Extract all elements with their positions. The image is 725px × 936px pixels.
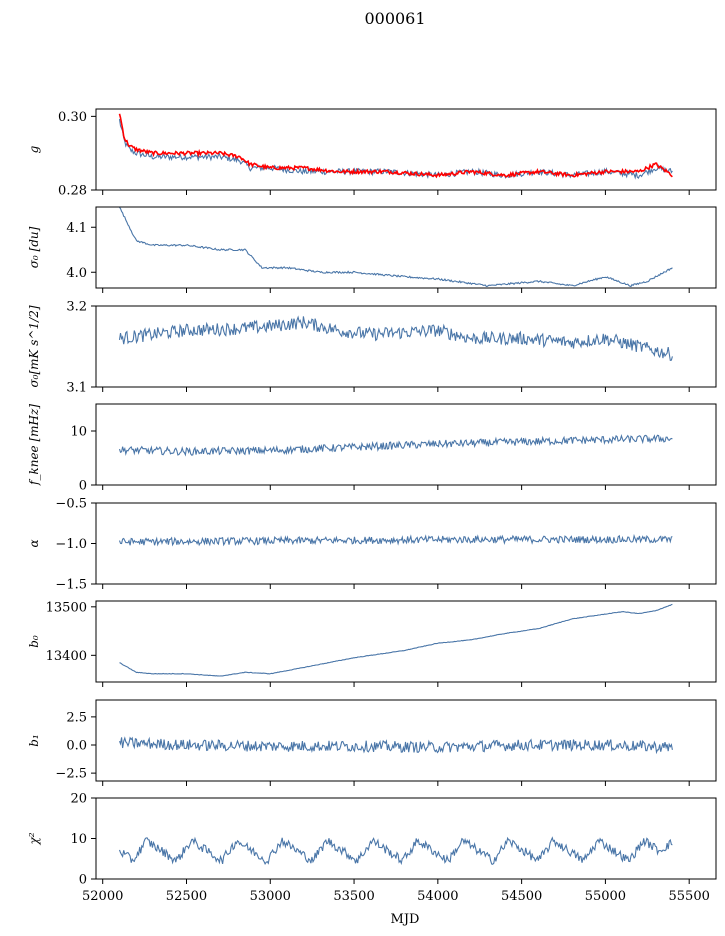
- y-axis-label: b₀: [27, 635, 41, 648]
- y-tick-label: 0.28: [58, 184, 87, 199]
- x-tick-label: 52000: [82, 889, 123, 904]
- y-axis-label: g: [27, 145, 41, 153]
- axes-frame: [95, 797, 717, 880]
- y-tick-label: 4.0: [66, 266, 87, 281]
- y-tick-label: 4.1: [66, 221, 87, 236]
- y-tick-label: 10: [70, 832, 87, 847]
- panel-4: 0 10 f_knee [mHz]: [27, 403, 717, 494]
- panel-1: 0.28 0.30 g: [27, 108, 717, 199]
- series-line-1: [118, 533, 673, 547]
- axes-frame: [95, 403, 717, 486]
- panel-7: −2.5 0.0 2.5 b₁: [27, 699, 717, 786]
- axes-frame: [95, 305, 717, 388]
- x-tick-label: 55500: [669, 889, 710, 904]
- x-tick-label: 53500: [333, 889, 374, 904]
- y-tick-label: 0.0: [66, 739, 87, 754]
- y-tick-label: −1.0: [55, 537, 87, 552]
- series-line-1: [119, 603, 673, 677]
- y-axis-label: σ₀ [du]: [27, 226, 41, 268]
- series-line-2: [118, 113, 673, 179]
- panel-3: 3.1 3.2 σ₀[mK s^1/2]: [27, 300, 717, 396]
- axes-frame: [95, 600, 717, 683]
- y-tick-label: 3.2: [66, 300, 87, 315]
- y-tick-label: 3.1: [66, 381, 87, 396]
- series-line-1: [118, 119, 673, 180]
- series-line-1: [119, 207, 673, 288]
- y-tick-label: 0: [79, 479, 87, 494]
- axes-frame: [95, 206, 717, 289]
- y-axis-label: σ₀[mK s^1/2]: [27, 305, 41, 387]
- panel-6: 13400 13500 b₀: [27, 600, 717, 687]
- y-tick-label: 0.30: [58, 110, 87, 125]
- y-axis-label: f_knee [mHz]: [27, 404, 41, 486]
- x-tick-label: 54500: [501, 889, 542, 904]
- series-line-1: [118, 434, 673, 457]
- series-line-1: [118, 836, 673, 866]
- y-axis-label: α: [27, 539, 41, 547]
- panel-2: 4.0 4.1 σ₀ [du]: [27, 206, 717, 293]
- y-tick-label: 20: [70, 792, 87, 807]
- axes-frame: [95, 699, 717, 782]
- y-tick-label: 13500: [46, 600, 87, 615]
- x-tick-label: 53000: [250, 889, 291, 904]
- y-tick-label: 10: [70, 425, 87, 440]
- y-tick-label: 2.5: [66, 710, 87, 725]
- figure-title: 000061: [364, 9, 425, 28]
- series-line-1: [118, 736, 673, 755]
- y-tick-label: 0: [79, 873, 87, 888]
- y-axis-label: χ²: [27, 832, 41, 845]
- x-tick-label: 52500: [166, 889, 207, 904]
- axes-frame: [95, 108, 717, 191]
- x-tick-label: 55000: [585, 889, 626, 904]
- panels: 0.28 0.30 g 4.0 4.1 σ₀ [du] 3.1 3.2 σ₀[mK s^1/2]…: [27, 108, 717, 904]
- y-tick-label: −0.5: [55, 497, 87, 512]
- y-tick-label: −2.5: [55, 767, 87, 782]
- x-axis-label: MJD: [391, 912, 420, 927]
- panel-5: −1.5 −1.0 −0.5 α: [27, 497, 717, 593]
- x-tick-label: 54000: [417, 889, 458, 904]
- y-tick-label: −1.5: [55, 578, 87, 593]
- y-axis-label: b₁: [27, 734, 41, 747]
- series-line-1: [118, 315, 673, 362]
- y-tick-label: 13400: [46, 649, 87, 664]
- panel-8: 0 10 20 52000 52500 53000 53500 54000 54500 55000…: [27, 792, 717, 904]
